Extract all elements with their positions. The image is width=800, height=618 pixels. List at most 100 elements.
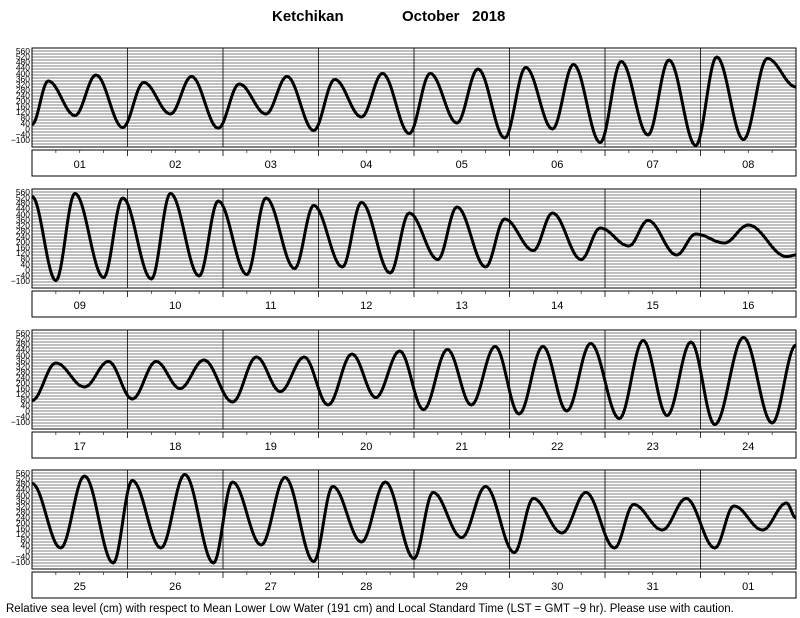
panel-1: 5605204804404003603202802402001601208040… [11,46,797,177]
y-tick-label: 320 [16,220,30,230]
day-label: 15 [647,300,659,312]
y-tick-label: 520 [16,474,30,484]
y-tick-label: 200 [16,518,30,528]
day-label: 11 [265,300,276,312]
day-label: 30 [551,581,563,593]
station-title: Ketchikan [272,8,344,25]
day-label: 22 [551,441,563,453]
day-label: 07 [647,159,659,171]
y-tick-label: 0 [25,265,30,275]
y-tick-label: −40 [16,411,31,421]
day-label: 14 [551,300,563,312]
y-tick-label: −100 [11,417,30,427]
y-tick-label: 160 [16,384,30,394]
y-tick-label: −100 [11,557,30,567]
month-year-title: October 2018 [402,8,505,25]
plot-frame [31,329,797,430]
panel-3: 5605204804404003603202802402001601208040… [11,328,797,459]
day-label: 13 [456,300,468,312]
y-tick-label: 160 [16,243,30,253]
y-tick-label: −40 [16,551,31,561]
y-tick-label: 320 [16,361,30,371]
y-tick-label: 120 [16,389,30,399]
y-tick-label: 560 [16,187,30,197]
y-tick-label: 400 [16,209,30,219]
day-label: 17 [74,441,86,453]
y-tick-label: 520 [16,334,30,344]
day-label: 05 [456,159,468,171]
y-tick-label: 560 [16,46,30,56]
day-label: 23 [647,441,659,453]
y-tick-label: −100 [11,135,30,145]
day-label: 24 [742,441,754,453]
y-tick-label: 320 [16,79,30,89]
day-label: 29 [456,581,468,593]
y-tick-label: 480 [16,479,30,489]
y-tick-label: 440 [16,204,30,214]
y-tick-label: 360 [16,215,30,225]
day-label: 26 [169,581,181,593]
tide-series-line [31,55,797,147]
panel-4: 5605204804404003603202802402001601208040… [11,468,797,599]
y-tick-label: 280 [16,507,30,517]
y-tick-label: 80 [21,395,31,405]
y-tick-label: −40 [16,270,31,280]
day-label: 28 [360,581,372,593]
y-tick-label: 0 [25,546,30,556]
y-tick-label: 480 [16,57,30,67]
y-tick-label: 280 [16,367,30,377]
y-tick-label: 360 [16,356,30,366]
day-label: 19 [265,441,277,453]
y-tick-label: 400 [16,68,30,78]
y-tick-label: 440 [16,485,30,495]
y-tick-label: 40 [21,118,31,128]
y-tick-label: 560 [16,328,30,338]
y-tick-label: 120 [16,107,30,117]
day-label: 02 [169,159,181,171]
plot-frame [31,188,797,289]
y-tick-label: 520 [16,52,30,62]
day-label: 03 [265,159,277,171]
y-tick-label: −40 [16,129,31,139]
y-tick-label: 120 [16,248,30,258]
y-tick-label: 240 [16,91,30,101]
day-label: 10 [169,300,181,312]
y-tick-label: 200 [16,237,30,247]
day-label: 08 [742,159,754,171]
y-tick-label: 280 [16,85,30,95]
day-label: 20 [360,441,372,453]
y-tick-label: 200 [16,378,30,388]
y-tick-label: 40 [21,540,31,550]
day-label: 12 [360,300,372,312]
y-tick-label: 240 [16,373,30,383]
tide-series-line [31,473,797,565]
y-tick-label: 80 [21,535,31,545]
y-tick-label: 480 [16,339,30,349]
plot-frame [31,47,797,148]
y-tick-label: 80 [21,254,31,264]
y-tick-label: 480 [16,198,30,208]
day-label: 18 [169,441,181,453]
y-tick-label: 440 [16,63,30,73]
y-tick-label: 160 [16,102,30,112]
day-label: 21 [456,441,468,453]
y-tick-label: 400 [16,350,30,360]
tide-series-line [31,192,797,282]
y-tick-label: 0 [25,124,30,134]
y-tick-label: 360 [16,74,30,84]
day-label: 25 [74,581,86,593]
day-label: 01 [74,159,86,171]
y-tick-label: 400 [16,490,30,500]
y-tick-label: 240 [16,513,30,523]
y-tick-label: 80 [21,113,31,123]
y-tick-label: 40 [21,400,31,410]
y-tick-label: −100 [11,276,30,286]
tide-series-line [31,336,797,426]
y-tick-label: 560 [16,468,30,478]
day-label: 09 [74,300,86,312]
panel-2: 5605204804404003603202802402001601208040… [11,187,797,318]
y-tick-label: 440 [16,345,30,355]
y-tick-label: 520 [16,193,30,203]
